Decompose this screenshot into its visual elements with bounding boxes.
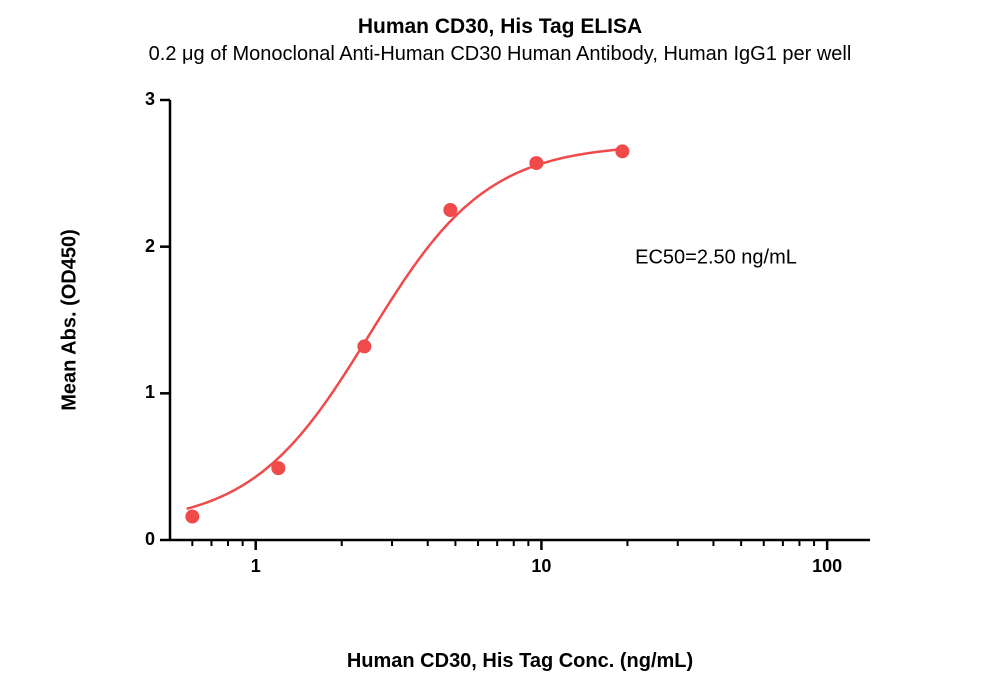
plot-svg	[170, 100, 870, 540]
y-tick-label: 3	[135, 89, 155, 110]
x-tick-label: 1	[251, 556, 261, 577]
x-tick-label: 10	[531, 556, 551, 577]
title-block: Human CD30, His Tag ELISA 0.2 μg of Mono…	[0, 15, 1000, 66]
ec50-annotation: EC50=2.50 ng/mL	[635, 247, 797, 270]
y-tick-label: 0	[135, 529, 155, 550]
chart-container: Human CD30, His Tag ELISA 0.2 μg of Mono…	[0, 0, 1000, 690]
x-tick-label: 100	[812, 556, 842, 577]
y-axis-label: Mean Abs. (OD450)	[59, 229, 82, 411]
y-tick-label: 2	[135, 236, 155, 257]
chart-title-main: Human CD30, His Tag ELISA	[0, 15, 1000, 39]
chart-title-sub: 0.2 μg of Monoclonal Anti-Human CD30 Hum…	[0, 43, 1000, 66]
plot-area	[170, 100, 870, 540]
y-tick-label: 1	[135, 382, 155, 403]
x-axis-label: Human CD30, His Tag Conc. (ng/mL)	[347, 650, 693, 673]
